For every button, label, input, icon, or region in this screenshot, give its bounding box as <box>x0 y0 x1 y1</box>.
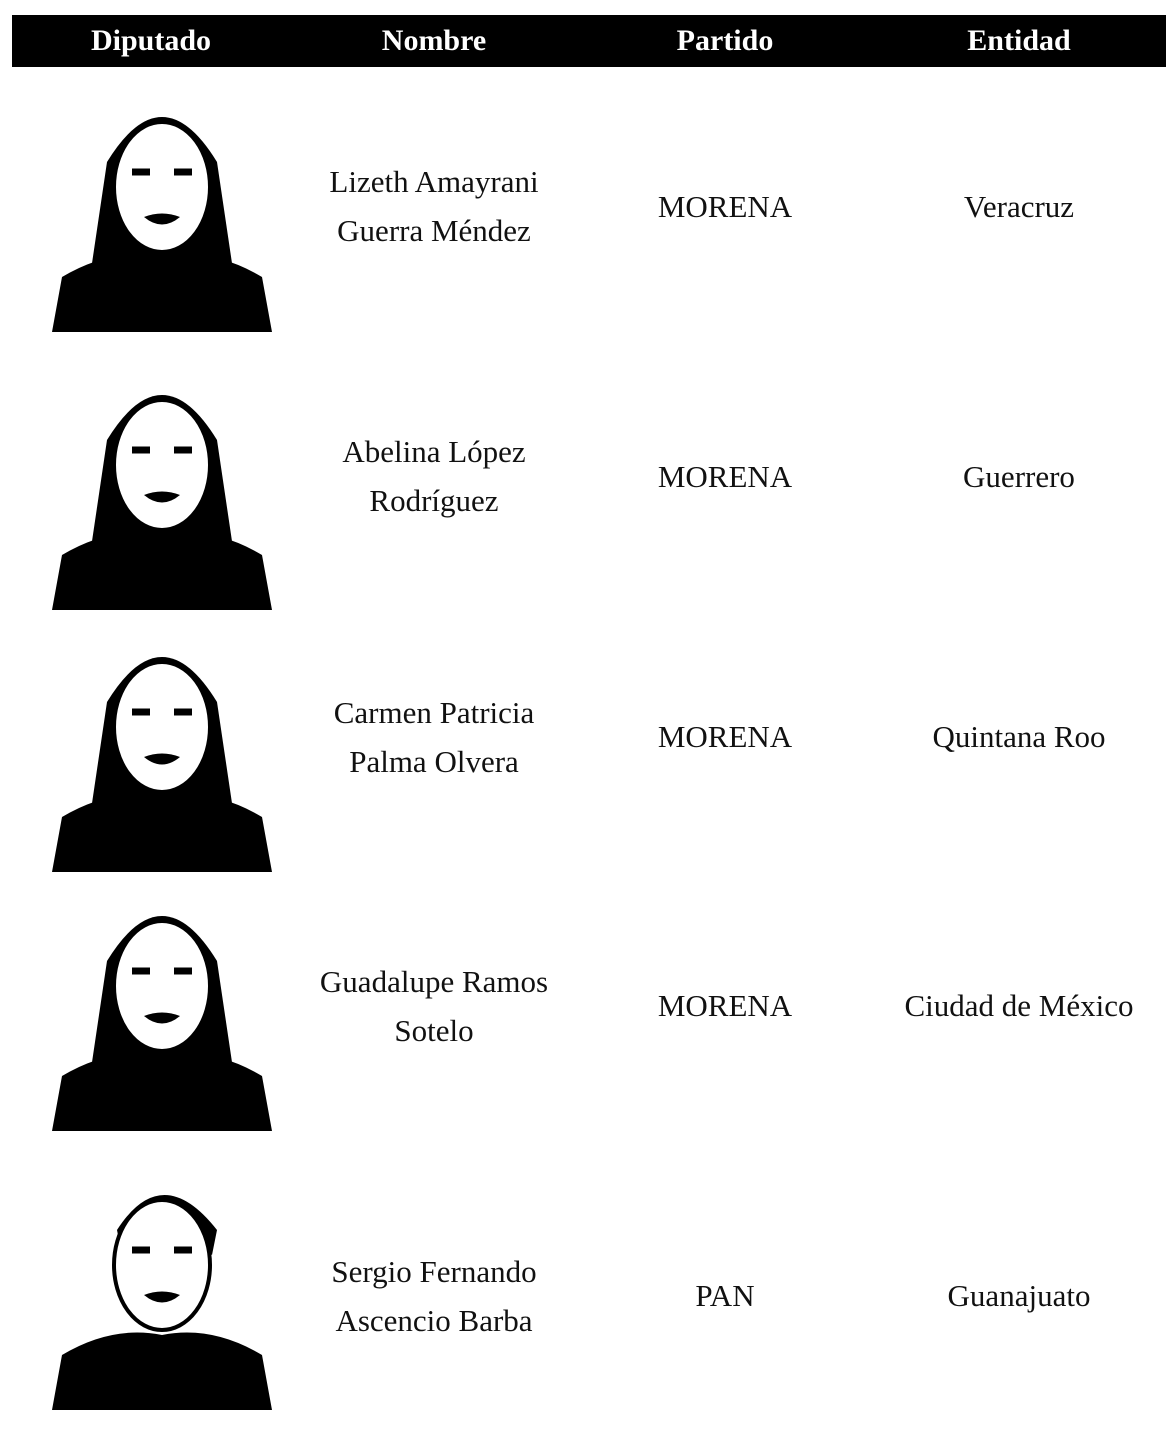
name-cell: Sergio Fernando Ascencio Barba <box>331 1253 537 1338</box>
party-cell: MORENA <box>657 719 793 754</box>
photo-cell <box>12 607 290 872</box>
photo <box>52 1195 272 1410</box>
header-cell: Diputado <box>90 24 212 57</box>
header-cell: Entidad <box>967 24 1071 57</box>
table-header: Diputado Nombre Partido Entidad <box>12 15 1166 67</box>
party-cell: MORENA <box>657 988 793 1023</box>
state-cell: Ciudad de México <box>904 988 1134 1023</box>
state-cell: Quintana Roo <box>932 719 1106 754</box>
header-cell: Nombre <box>381 24 487 57</box>
name-cell: Lizeth Amayrani Guerra Méndez <box>329 164 539 248</box>
photo-cell <box>12 866 290 1145</box>
state-cell: Guanajuato <box>947 1278 1091 1313</box>
header-cell: Partido <box>676 24 774 57</box>
table-row: Carmen Patricia Palma Olvera MORENA Quinta… <box>0 607 1166 872</box>
table-row: Guadalupe Ramos Sotelo MORENA Ciudad de Mé… <box>0 866 1166 1145</box>
party-cell: PAN <box>695 1278 755 1313</box>
table-row: Sergio Fernando Ascencio Barba PAN Guanaju… <box>0 1145 1166 1446</box>
name-cell: Guadalupe Ramos Sotelo <box>319 963 549 1048</box>
name-cell: Abelina López Rodríguez <box>342 434 526 518</box>
photo <box>52 916 272 1131</box>
table-row: Abelina López Rodríguez MORENA Guerrero <box>0 345 1166 610</box>
name-cell: Carmen Patricia Palma Olvera <box>333 694 535 779</box>
photo <box>52 657 272 872</box>
photo-cell <box>12 1145 290 1446</box>
state-cell: Guerrero <box>963 458 1075 494</box>
party-cell: MORENA <box>657 188 793 224</box>
photo <box>52 395 272 610</box>
state-cell: Veracruz <box>963 188 1075 224</box>
party-cell: MORENA <box>657 458 793 494</box>
table-row: Lizeth Amayrani Guerra Méndez MORENA Verac… <box>0 67 1166 345</box>
photo-cell <box>12 67 290 345</box>
photo <box>52 117 272 332</box>
photo-cell <box>12 345 290 610</box>
